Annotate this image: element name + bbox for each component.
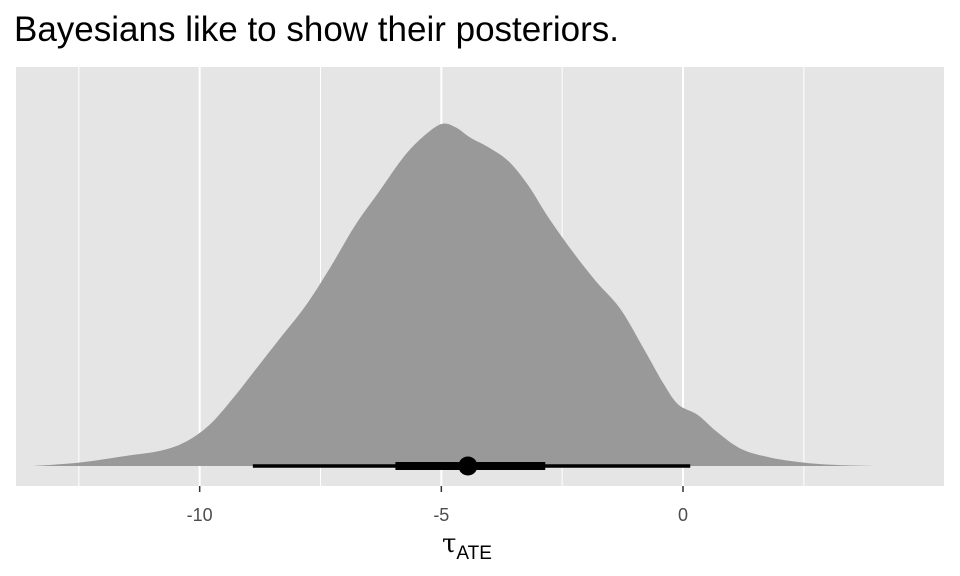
- x-axis-title-subscript: ATE: [456, 543, 492, 564]
- x-tick-label: -5: [433, 505, 449, 525]
- point-interval: [252, 456, 691, 476]
- median-point: [458, 456, 478, 476]
- posterior-density-area: [32, 123, 877, 466]
- x-tick-label: -10: [187, 505, 213, 525]
- x-tick-label: 0: [678, 505, 688, 525]
- chart-title: Bayesians like to show their posteriors.: [14, 10, 619, 49]
- x-axis-title-symbol: τ: [442, 529, 456, 559]
- x-axis-title: τATE: [442, 529, 492, 564]
- x-axis: -10 -5 0: [187, 486, 688, 525]
